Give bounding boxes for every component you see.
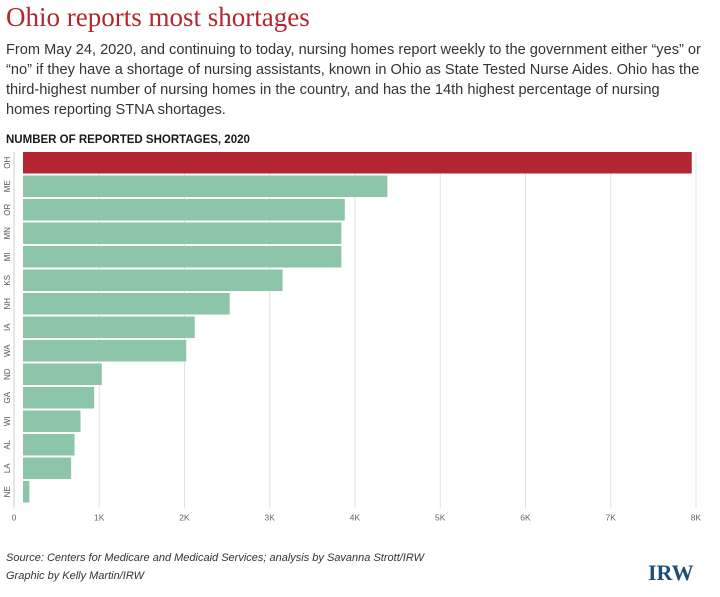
- category-label: ND: [3, 368, 12, 380]
- category-labels: OH ME OR MN MI KS NH IA WA ND GA WI AL LA NE: [3, 157, 12, 498]
- bar-nh: [23, 293, 230, 315]
- bar-wa: [23, 340, 187, 362]
- x-tick-label: 5K: [435, 513, 446, 523]
- category-label: OH: [3, 157, 12, 169]
- x-tick-label: 3K: [265, 513, 276, 523]
- chart-heading: NUMBER OF REPORTED SHORTAGES, 2020: [6, 134, 250, 146]
- chart-subtitle: From May 24, 2020, and continuing to tod…: [6, 42, 701, 118]
- category-label: GA: [3, 391, 12, 403]
- category-label: LA: [3, 463, 12, 473]
- category-label: AL: [3, 439, 12, 449]
- bar-me: [23, 175, 388, 197]
- chart-title: Ohio reports most shortages: [6, 2, 310, 32]
- category-label: OR: [3, 204, 12, 216]
- source-note: Source: Centers for Medicare and Medicai…: [6, 549, 424, 585]
- category-label: WI: [3, 416, 12, 426]
- bar-ne: [23, 481, 30, 503]
- category-label: MI: [3, 252, 12, 261]
- bar-mi: [23, 246, 342, 268]
- bar-ga: [23, 387, 95, 409]
- category-label: NE: [3, 486, 12, 497]
- category-label: IA: [3, 323, 12, 331]
- credit-text: Graphic by Kelly Martin/IRW: [6, 570, 144, 582]
- x-tick-label: 0: [12, 513, 17, 523]
- bar-al: [23, 434, 75, 456]
- source-text: Source: Centers for Medicare and Medicai…: [6, 552, 424, 564]
- irw-logo: IRW: [648, 560, 694, 585]
- category-label: MN: [3, 227, 12, 240]
- category-label: NH: [3, 298, 12, 310]
- bar-ks: [23, 269, 283, 291]
- x-tick-labels: 0 1K 2K 3K 4K 5K 6K 7K 8K: [12, 513, 702, 523]
- x-tick-label: 8K: [691, 513, 702, 523]
- x-tick-label: 4K: [350, 513, 361, 523]
- x-tick-label: 1K: [94, 513, 105, 523]
- bars: [23, 152, 692, 503]
- bar-wi: [23, 410, 81, 432]
- bar-mn: [23, 222, 342, 244]
- bar-chart: OH ME OR MN MI KS NH IA WA ND GA WI AL LA NE 0 1K 2K 3K 4K…: [3, 152, 702, 523]
- bar-oh: [23, 152, 692, 174]
- x-tick-label: 7K: [606, 513, 617, 523]
- x-tick-label: 6K: [520, 513, 531, 523]
- category-label: WA: [3, 344, 12, 357]
- x-tick-label: 2K: [179, 513, 190, 523]
- bar-ia: [23, 316, 195, 338]
- bar-la: [23, 457, 72, 479]
- bar-nd: [23, 363, 102, 385]
- category-label: KS: [3, 275, 12, 286]
- category-label: ME: [3, 180, 12, 192]
- bar-or: [23, 199, 345, 221]
